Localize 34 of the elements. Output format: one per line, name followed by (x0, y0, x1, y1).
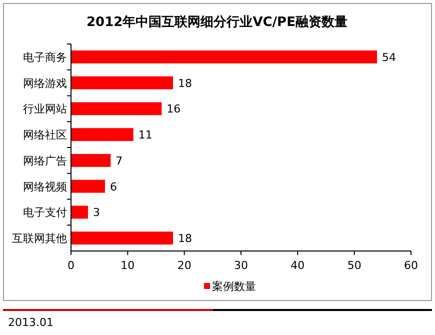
bar (71, 206, 88, 219)
y-tick-label: 网络游戏 (23, 76, 67, 90)
y-tick-label: 网络广告 (23, 154, 67, 168)
data-label: 16 (166, 102, 181, 116)
data-label: 7 (116, 154, 123, 168)
x-tick-label: 50 (347, 259, 362, 272)
y-tick-label: 网络视频 (23, 180, 67, 194)
x-tick-label: 20 (177, 259, 192, 272)
y-tick-label: 电子商务 (23, 50, 67, 64)
bar (71, 50, 377, 64)
y-tick-label: 网络社区 (23, 128, 67, 142)
data-label: 3 (93, 206, 100, 220)
legend-label: 案例数量 (212, 280, 256, 293)
y-tick-label: 行业网站 (23, 102, 67, 116)
x-tick-label: 10 (120, 259, 135, 272)
x-tick-label: 0 (68, 259, 74, 272)
data-label: 11 (138, 128, 152, 142)
data-label: 18 (178, 76, 192, 90)
data-label: 6 (110, 180, 117, 194)
bar (71, 76, 173, 90)
y-tick-label: 互联网其他 (12, 232, 67, 246)
x-tick-label: 40 (290, 259, 305, 272)
bar (71, 154, 111, 167)
data-label: 54 (382, 50, 396, 64)
x-tick-label: 30 (234, 259, 248, 272)
data-label: 18 (178, 232, 192, 246)
text: 2013.01 (8, 316, 54, 329)
bar (71, 102, 162, 116)
bar (71, 232, 173, 245)
chart-title: 2012年中国互联网细分行业VC/PE融资数量 (86, 15, 348, 30)
bar (71, 180, 105, 193)
x-tick-label: 60 (404, 259, 418, 272)
y-tick-label: 电子支付 (23, 206, 67, 220)
bar (71, 128, 134, 142)
